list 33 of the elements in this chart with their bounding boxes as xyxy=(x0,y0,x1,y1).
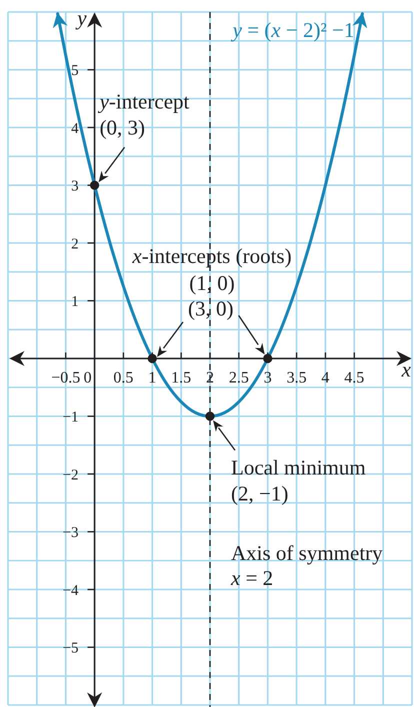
point xyxy=(205,412,215,421)
y-tick-label: −5 xyxy=(62,640,79,656)
y-tick-label: 3 xyxy=(71,178,79,194)
series-label: y = (x − 2)² −1 xyxy=(230,18,354,42)
y-tick-label: −2 xyxy=(62,467,79,484)
annotation: y-intercept (0, 3) xyxy=(98,89,190,140)
y-tick-label: −3 xyxy=(62,525,79,541)
x-tick-label: 2 xyxy=(206,370,214,386)
y-tick-label: 5 xyxy=(71,63,79,79)
point xyxy=(90,180,100,190)
x-tick-label: 2.5 xyxy=(228,370,249,386)
y-tick-label: −4 xyxy=(62,582,80,599)
point xyxy=(263,354,272,364)
ref-line-label: Axis of symmetry x = 2 xyxy=(230,541,384,590)
x-tick-label: 1 xyxy=(148,370,156,386)
y-tick-label: 4 xyxy=(71,120,80,137)
y-tick-label: −1 xyxy=(62,410,79,426)
x-tick-label: 3 xyxy=(264,370,272,386)
x-tick-label: 4.5 xyxy=(344,370,364,386)
x-tick-label: 3.5 xyxy=(286,370,307,386)
annotation: Local minimum (2, −1) xyxy=(231,455,366,506)
x-tick-label: 0.5 xyxy=(113,370,134,386)
point xyxy=(148,354,157,364)
x-tick-label: 1.5 xyxy=(171,370,192,386)
y-axis-title: y xyxy=(75,6,88,30)
annotation: x-intercepts (roots) xyxy=(131,244,292,268)
x-tick-label: 0 xyxy=(84,370,92,386)
x-tick-label: −0.5 xyxy=(51,370,80,386)
annotation: (3, 0) xyxy=(188,296,234,320)
x-axis-title: x xyxy=(400,358,412,382)
y-tick-label: 1 xyxy=(71,294,79,310)
x-tick-label: 4 xyxy=(321,370,330,386)
y-tick-label: 2 xyxy=(71,236,79,252)
